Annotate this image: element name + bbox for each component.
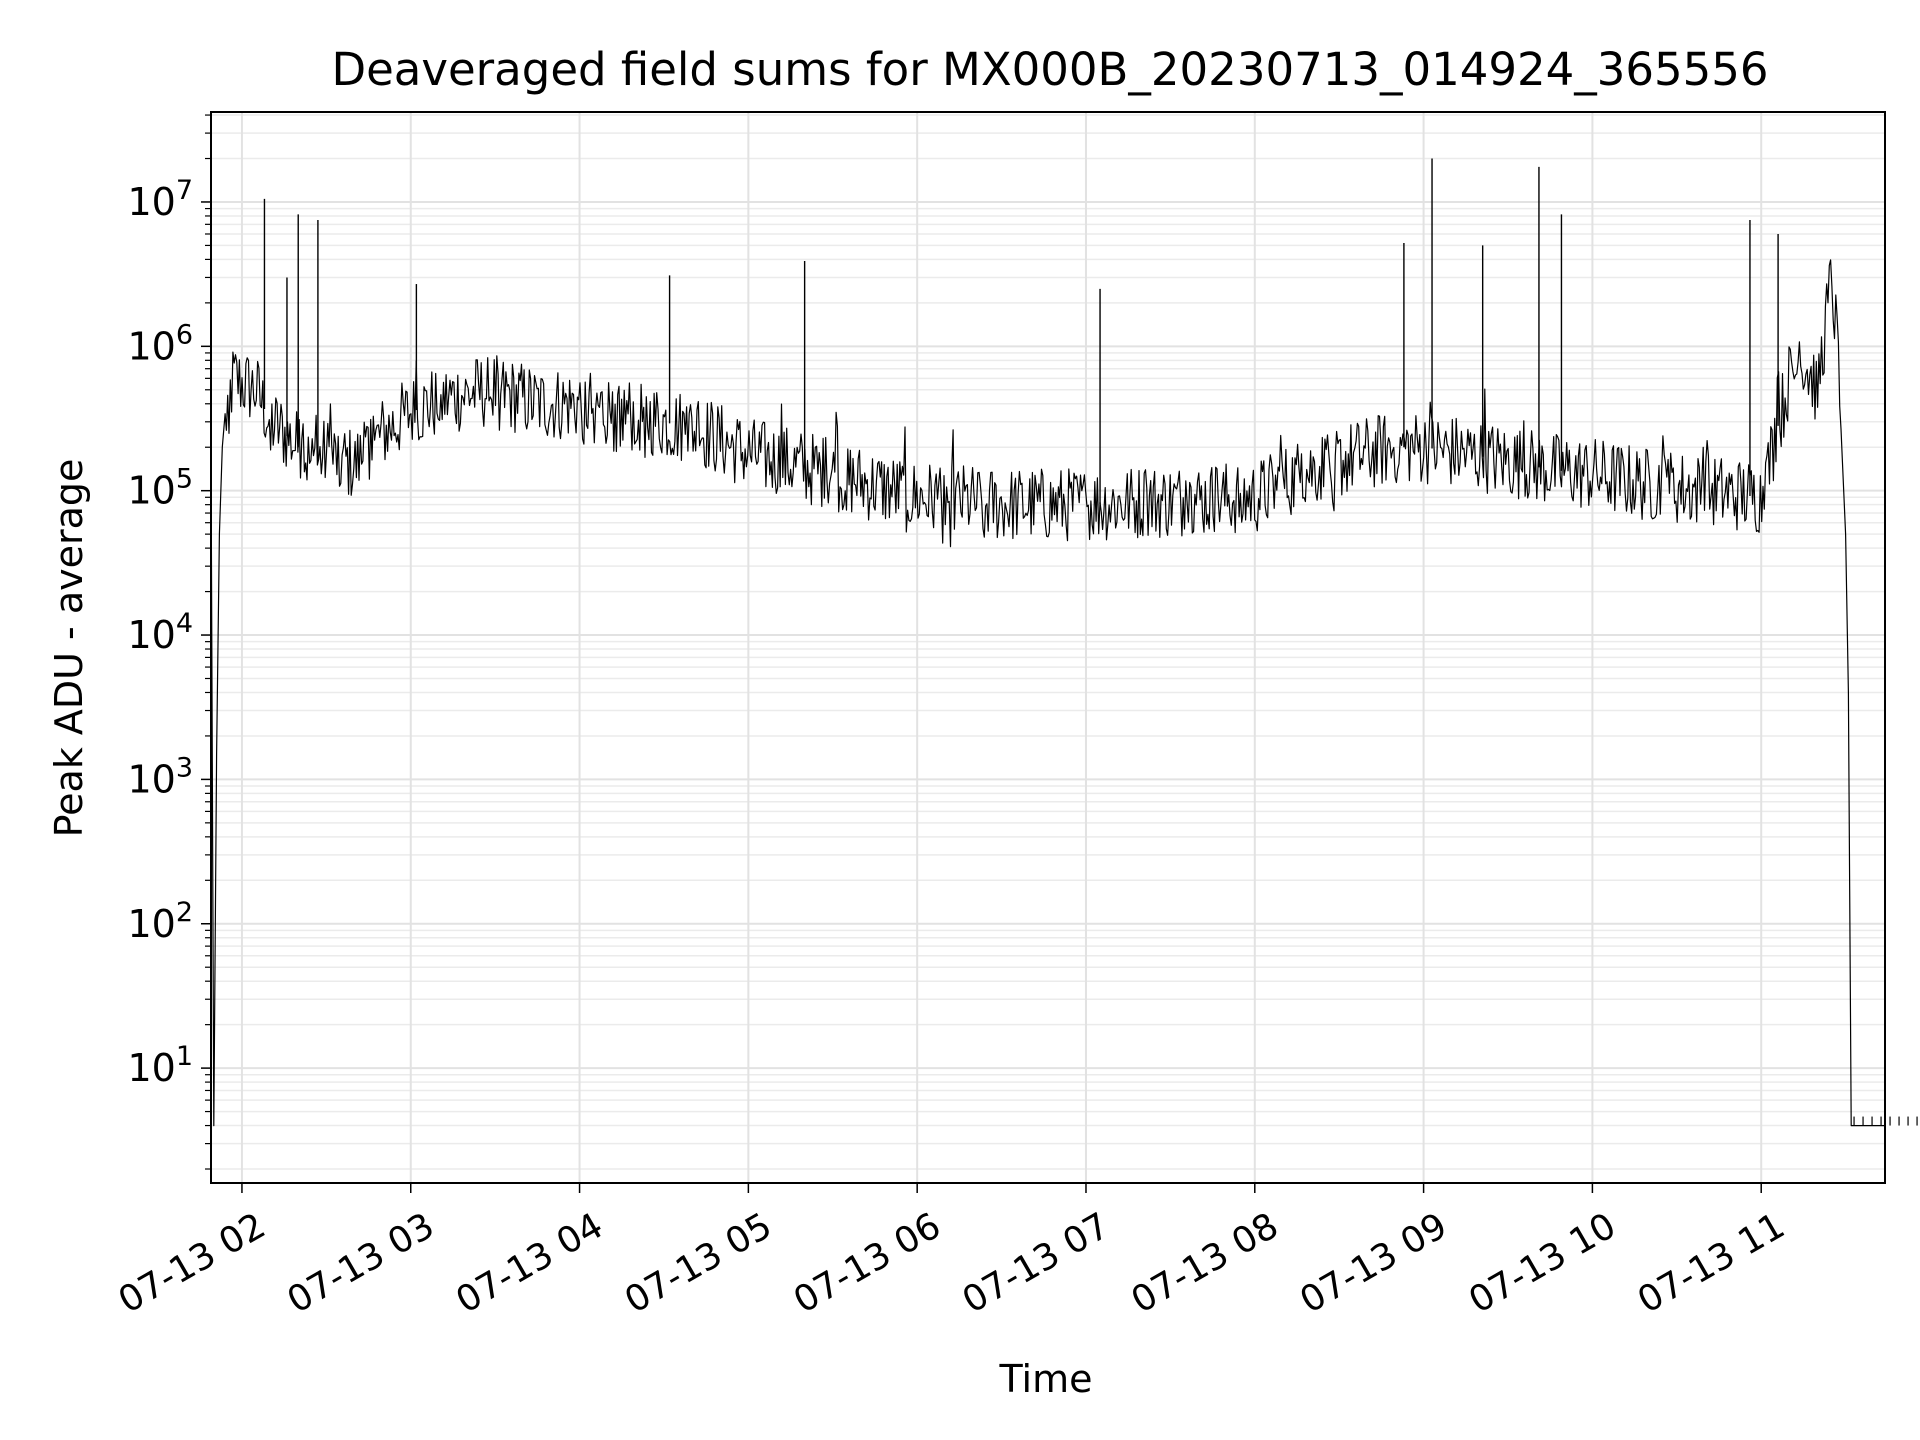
x-axis-label: Time (999, 1357, 1093, 1401)
y-tick-label: 101 (127, 1041, 193, 1090)
y-tick-label: 106 (127, 319, 193, 368)
y-tick-label: 104 (127, 608, 193, 657)
grid (211, 112, 1885, 1183)
chart-title: Deaveraged field sums for MX000B_2023071… (331, 43, 1768, 96)
y-tick-label: 105 (127, 464, 193, 513)
series-line (210, 259, 1885, 1127)
data-series (210, 158, 1918, 1127)
y-tick-label: 102 (127, 897, 193, 946)
y-tick-label: 107 (127, 175, 193, 224)
y-tick-label: 103 (127, 752, 193, 801)
plot-frame (210, 111, 1886, 1184)
y-axis-label: Peak ADU - average (47, 459, 91, 838)
